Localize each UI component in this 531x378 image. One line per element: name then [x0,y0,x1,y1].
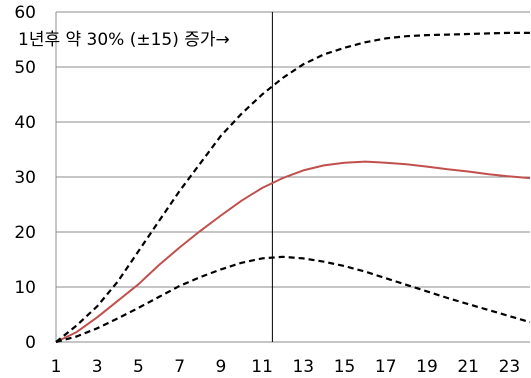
x-tick-label: 3 [92,357,103,377]
series-line-dashed-2 [55,255,531,344]
series-line-dashed-1 [55,31,530,343]
x-tick-label: 15 [334,357,356,377]
y-tick-label: 40 [14,113,36,133]
y-tick-label: 10 [14,278,36,298]
x-tick-label: 7 [174,357,185,377]
series-lines [55,31,531,344]
x-tick-label: 17 [375,357,397,377]
x-tick-label: 19 [416,357,438,377]
x-tick-label: 1 [51,357,62,377]
x-tick-label: 23 [499,357,521,377]
x-tick-label: 11 [251,357,273,377]
x-tick-label: 5 [133,357,144,377]
x-tick-label: 9 [215,357,226,377]
annotation-text: 1년후 약 30% (±15) 증가→ [18,30,230,50]
y-axis-tick-labels: 0 10 20 30 40 50 60 [14,3,36,353]
series-line-solid [55,160,531,343]
y-tick-label: 20 [14,223,36,243]
x-tick-label: 21 [457,357,479,377]
y-tick-label: 60 [14,3,36,23]
y-tick-label: 50 [14,58,36,78]
y-tick-label: 30 [14,168,36,188]
x-tick-label: 13 [292,357,314,377]
y-tick-label: 0 [25,333,36,353]
x-axis-tick-labels: 1 3 5 7 9 11 13 15 17 19 21 23 [51,357,521,377]
